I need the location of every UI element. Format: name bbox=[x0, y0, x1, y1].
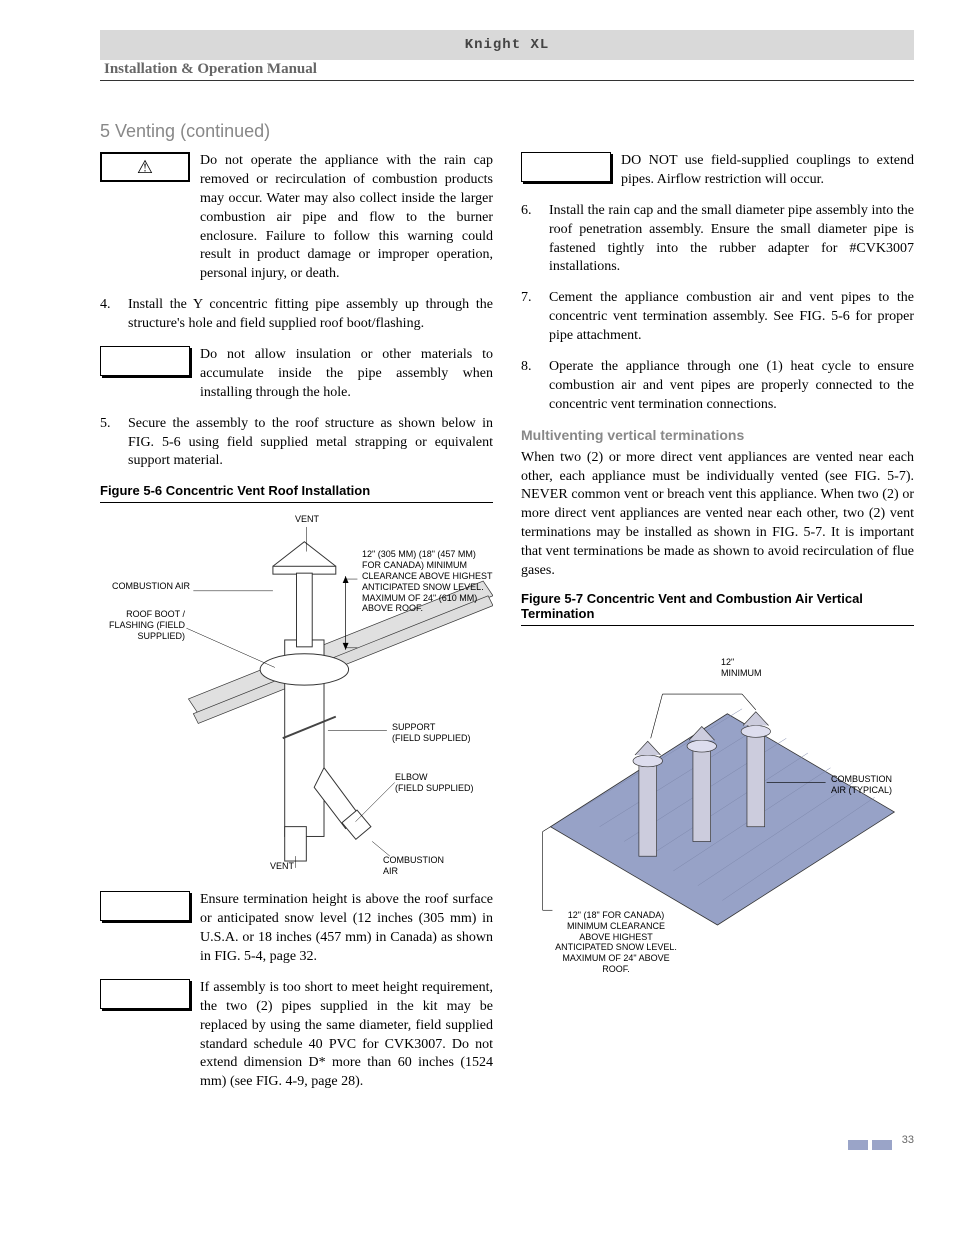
label-combustion-typ: COMBUSTION AIR (TYPICAL) bbox=[831, 774, 892, 796]
label-combustion-bottom: COMBUSTION AIR bbox=[383, 855, 444, 877]
steps-4-5: Install the Y concentric fitting pipe as… bbox=[100, 296, 493, 334]
label-support: SUPPORT (FIELD SUPPLIED) bbox=[392, 722, 471, 744]
notice-box-4 bbox=[521, 152, 611, 182]
notice-text-3: If assembly is too short to meet height … bbox=[200, 979, 493, 1092]
doc-title: Installation & Operation Manual bbox=[104, 61, 317, 78]
figure-5-6: VENT 12" (305 MM) (18" (457 MM) FOR CANA… bbox=[100, 509, 493, 879]
label-roof-boot: ROOF BOOT / FLASHING (FIELD SUPPLIED) bbox=[100, 609, 185, 641]
warning-icon: ⚠ bbox=[137, 157, 153, 178]
notice-callout-1: Do not allow insulation or other materia… bbox=[100, 346, 493, 403]
footer-bars bbox=[848, 1140, 892, 1150]
page-number: 33 bbox=[902, 1134, 914, 1146]
warning-callout: ⚠ Do not operate the appliance with the … bbox=[100, 152, 493, 284]
warning-text: Do not operate the appliance with the ra… bbox=[200, 152, 493, 284]
content-columns: ⚠ Do not operate the appliance with the … bbox=[100, 152, 914, 1104]
multivent-paragraph: When two (2) or more direct vent applian… bbox=[521, 449, 914, 581]
label-12min: 12" MINIMUM bbox=[721, 657, 762, 679]
steps-5: Secure the assembly to the roof structur… bbox=[100, 415, 493, 472]
header-bar: Knight XL Installation & Operation Manua… bbox=[100, 30, 914, 60]
warning-box: ⚠ bbox=[100, 152, 190, 182]
figure-5-6-title: Figure 5-6 Concentric Vent Roof Installa… bbox=[100, 483, 493, 503]
figure-5-7-title: Figure 5-7 Concentric Vent and Combustio… bbox=[521, 591, 914, 626]
label-vent-bottom: VENT bbox=[270, 861, 294, 872]
multivent-heading: Multiventing vertical terminations bbox=[521, 427, 914, 443]
page-footer: 33 bbox=[100, 1134, 914, 1148]
header-rule bbox=[100, 80, 914, 81]
notice-box bbox=[100, 346, 190, 376]
notice-callout-4: DO NOT use field-supplied couplings to e… bbox=[521, 152, 914, 190]
notice-box-2 bbox=[100, 891, 190, 921]
label-clearance-57: 12" (18" FOR CANADA) MINIMUM CLEARANCE A… bbox=[551, 910, 681, 975]
figure-5-7: 12" MINIMUM COMBUSTION AIR (TYPICAL) 12"… bbox=[521, 632, 914, 992]
notice-text-2: Ensure termination height is above the r… bbox=[200, 891, 493, 967]
right-column: DO NOT use field-supplied couplings to e… bbox=[521, 152, 914, 1104]
step-8: Operate the appliance through one (1) he… bbox=[521, 358, 914, 415]
notice-text-4: DO NOT use field-supplied couplings to e… bbox=[621, 152, 914, 190]
step-5: Secure the assembly to the roof structur… bbox=[100, 415, 493, 472]
notice-text-1: Do not allow insulation or other materia… bbox=[200, 346, 493, 403]
step-7: Cement the appliance combustion air and … bbox=[521, 289, 914, 346]
step-4: Install the Y concentric fitting pipe as… bbox=[100, 296, 493, 334]
brand-logo: Knight XL bbox=[465, 37, 550, 53]
step-6: Install the rain cap and the small diame… bbox=[521, 202, 914, 278]
steps-6-8: Install the rain cap and the small diame… bbox=[521, 202, 914, 415]
label-vent-top: VENT bbox=[295, 514, 319, 525]
notice-callout-3: If assembly is too short to meet height … bbox=[100, 979, 493, 1092]
notice-box-3 bbox=[100, 979, 190, 1009]
section-heading: 5 Venting (continued) bbox=[100, 121, 914, 142]
left-column: ⚠ Do not operate the appliance with the … bbox=[100, 152, 493, 1104]
label-clearance: 12" (305 MM) (18" (457 MM) FOR CANADA) M… bbox=[362, 549, 497, 614]
notice-callout-2: Ensure termination height is above the r… bbox=[100, 891, 493, 967]
label-elbow: ELBOW (FIELD SUPPLIED) bbox=[395, 772, 474, 794]
label-combustion-air: COMBUSTION AIR bbox=[105, 581, 190, 592]
